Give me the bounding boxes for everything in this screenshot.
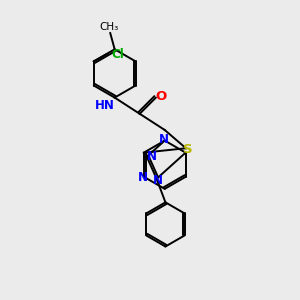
Text: N: N	[159, 134, 169, 146]
Text: HN: HN	[94, 99, 114, 112]
Text: N: N	[153, 174, 163, 187]
Text: N: N	[147, 150, 157, 163]
Text: O: O	[156, 90, 167, 103]
Text: S: S	[184, 143, 193, 156]
Text: Cl: Cl	[111, 47, 124, 61]
Text: N: N	[138, 171, 148, 184]
Text: CH₃: CH₃	[99, 22, 119, 32]
